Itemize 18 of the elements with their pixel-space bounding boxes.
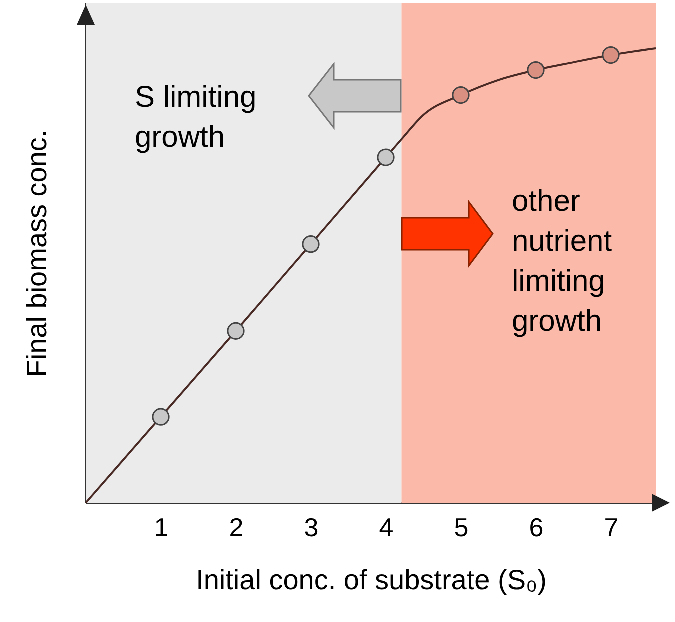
point (377, 148, 395, 166)
point (602, 46, 620, 64)
x-tick-label: 4 (379, 512, 394, 542)
point (302, 236, 320, 254)
x-tick-label: 2 (229, 512, 244, 542)
y-axis-title: Final biomass conc. (22, 130, 52, 378)
x-tick-label: 6 (529, 512, 544, 542)
point (227, 322, 245, 340)
point (452, 86, 470, 104)
point (152, 408, 170, 426)
point (527, 61, 545, 80)
annotation: other nutrient limiting growth (512, 184, 614, 340)
x-tick-label: 3 (304, 512, 319, 542)
x-tick-label: 5 (454, 512, 469, 542)
x-tick-label: 1 (154, 512, 169, 542)
annotation: S limiting growth (135, 80, 258, 156)
x-axis-title: Initial conc. of substrate (S₀) (196, 564, 547, 596)
x-tick-label: 7 (604, 512, 619, 542)
